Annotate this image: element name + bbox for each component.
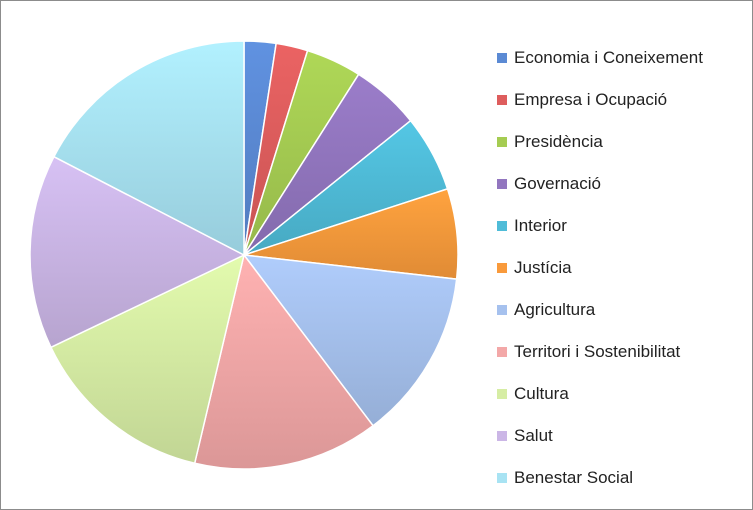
legend-label-8: Cultura (514, 384, 569, 403)
pie-slice-8 (50, 254, 245, 464)
legend-item-6: Agricultura (497, 289, 747, 331)
pie-slice-10 (53, 40, 245, 256)
legend-swatch-4 (497, 221, 507, 231)
legend-item-0: Economia i Coneixement (497, 37, 747, 79)
legend-item-1: Empresa i Ocupació (497, 79, 747, 121)
legend-swatch-3 (497, 179, 507, 189)
legend-item-3: Governació (497, 163, 747, 205)
legend-item-4: Interior (497, 205, 747, 247)
legend-label-4: Interior (514, 216, 567, 235)
legend-swatch-2 (497, 137, 507, 147)
legend-swatch-8 (497, 389, 507, 399)
pie-slice-7 (193, 254, 374, 470)
legend-item-2: Presidència (497, 121, 747, 163)
legend-item-8: Cultura (497, 373, 747, 415)
legend-item-7: Territori i Sostenibilitat (497, 331, 747, 373)
legend-label-0: Economia i Coneixement (514, 48, 703, 67)
legend-label-6: Agricultura (514, 300, 596, 319)
legend-label-9: Salut (514, 426, 553, 445)
legend-label-3: Governació (514, 174, 601, 193)
legend-label-7: Territori i Sostenibilitat (514, 342, 681, 361)
legend-label-10: Benestar Social (514, 468, 634, 487)
legend-swatch-7 (497, 347, 507, 357)
pie-slice-9 (29, 155, 245, 349)
legend-item-10: Benestar Social (497, 457, 747, 499)
legend-swatch-1 (497, 95, 507, 105)
legend: Economia i Coneixement Empresa i Ocupació… (497, 37, 747, 499)
legend-swatch-0 (497, 53, 507, 63)
legend-label-2: Presidència (514, 132, 603, 151)
pie-slice-6 (243, 254, 458, 427)
legend-swatch-5 (497, 263, 507, 273)
legend-swatch-9 (497, 431, 507, 441)
legend-label-1: Empresa i Ocupació (514, 90, 668, 109)
legend-swatch-10 (497, 473, 507, 483)
legend-item-5: Justícia (497, 247, 747, 289)
legend-label-5: Justícia (514, 258, 572, 277)
legend-swatch-6 (497, 305, 507, 315)
legend-item-9: Salut (497, 415, 747, 457)
